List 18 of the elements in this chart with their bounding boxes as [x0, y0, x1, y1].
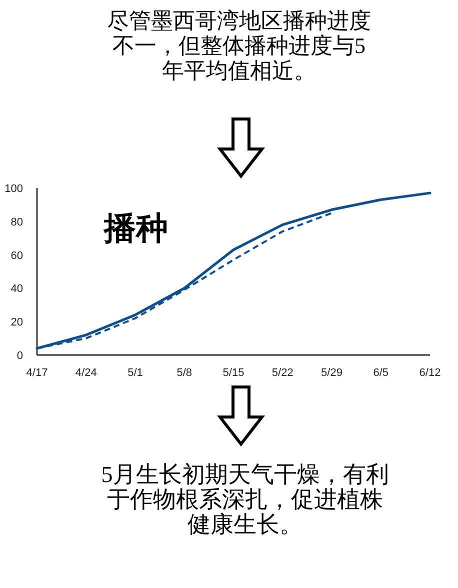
x-tick-label: 5/29	[321, 367, 342, 379]
chart-title: 尽管墨西哥湾地区播种进度不一，但整体播种进度与5年平均值相近。	[106, 8, 372, 83]
y-tick-label: 40	[10, 283, 23, 296]
x-tick-label: 4/24	[75, 367, 97, 379]
y-tick-label: 0	[16, 350, 23, 362]
text: 5月生长初期天气干燥，有利于作物根系深扎，促进植株健康生长。	[100, 462, 390, 537]
y-tick-label: 60	[10, 250, 23, 262]
y-tick-label: 100	[4, 183, 23, 195]
x-tick-label: 6/12	[419, 367, 441, 379]
x-tick-label: 6/5	[373, 367, 389, 379]
annotation: 播种	[103, 210, 168, 246]
x-tick-label: 5/15	[222, 367, 244, 379]
x-tick-label: 5/22	[272, 367, 294, 379]
x-tick-label: 5/8	[176, 367, 192, 379]
y-tick-label: 20	[10, 316, 23, 329]
x-tick-label: 4/17	[26, 367, 48, 379]
y-tick-label: 80	[10, 216, 23, 228]
x-tick-label: 5/1	[128, 367, 143, 379]
